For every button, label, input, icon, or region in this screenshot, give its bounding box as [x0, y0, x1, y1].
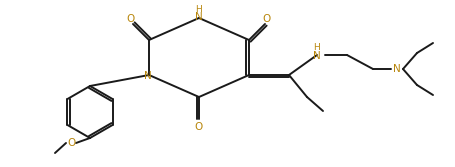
- Text: O: O: [126, 14, 135, 24]
- Text: H: H: [313, 42, 320, 51]
- Text: N: N: [144, 71, 152, 81]
- Text: N: N: [195, 12, 202, 22]
- Text: N: N: [313, 51, 320, 61]
- Text: H: H: [195, 5, 202, 14]
- Text: O: O: [262, 14, 271, 24]
- Text: O: O: [194, 122, 202, 132]
- Text: O: O: [68, 138, 76, 148]
- Text: N: N: [392, 64, 400, 74]
